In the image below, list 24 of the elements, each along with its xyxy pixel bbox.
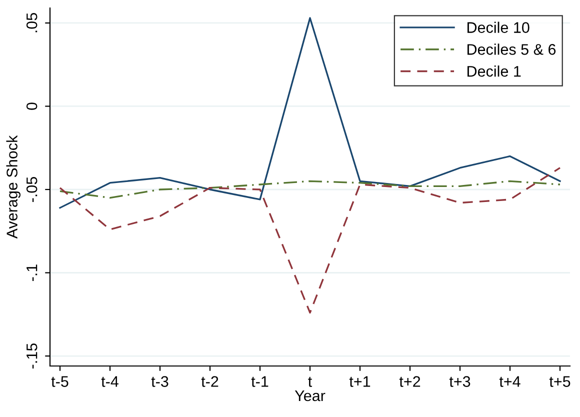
- x-tick-label: t+3: [449, 376, 470, 387]
- y-tick-label: -.15: [26, 343, 38, 368]
- x-tick-label: t-5: [51, 376, 68, 387]
- x-tick-label: t-4: [101, 376, 118, 387]
- x-tick-label: t: [308, 376, 312, 387]
- legend-label: Decile 10: [467, 22, 530, 33]
- x-axis-title: Year: [294, 390, 326, 402]
- y-tick-label: 0: [26, 102, 38, 110]
- x-tick-label: t+2: [399, 376, 420, 387]
- line-series: [59, 180, 561, 199]
- x-tick-label: t-3: [151, 376, 168, 387]
- x-tick-label: t-2: [201, 376, 218, 387]
- legend-label: Decile 1: [467, 66, 521, 77]
- y-tick-label: -.1: [26, 264, 38, 281]
- legend-label: Deciles 5 & 6: [467, 44, 556, 55]
- y-tick-label: -.05: [26, 176, 38, 202]
- y-tick-label: .05: [26, 13, 38, 32]
- x-tick-label: t-1: [251, 376, 268, 387]
- y-axis-title: Average Shock: [6, 135, 20, 239]
- x-tick-label: t+4: [499, 376, 520, 387]
- line-series: [59, 17, 561, 209]
- x-tick-label: t+5: [549, 376, 570, 387]
- x-tick-label: t+1: [349, 376, 370, 387]
- line-series: [59, 167, 561, 314]
